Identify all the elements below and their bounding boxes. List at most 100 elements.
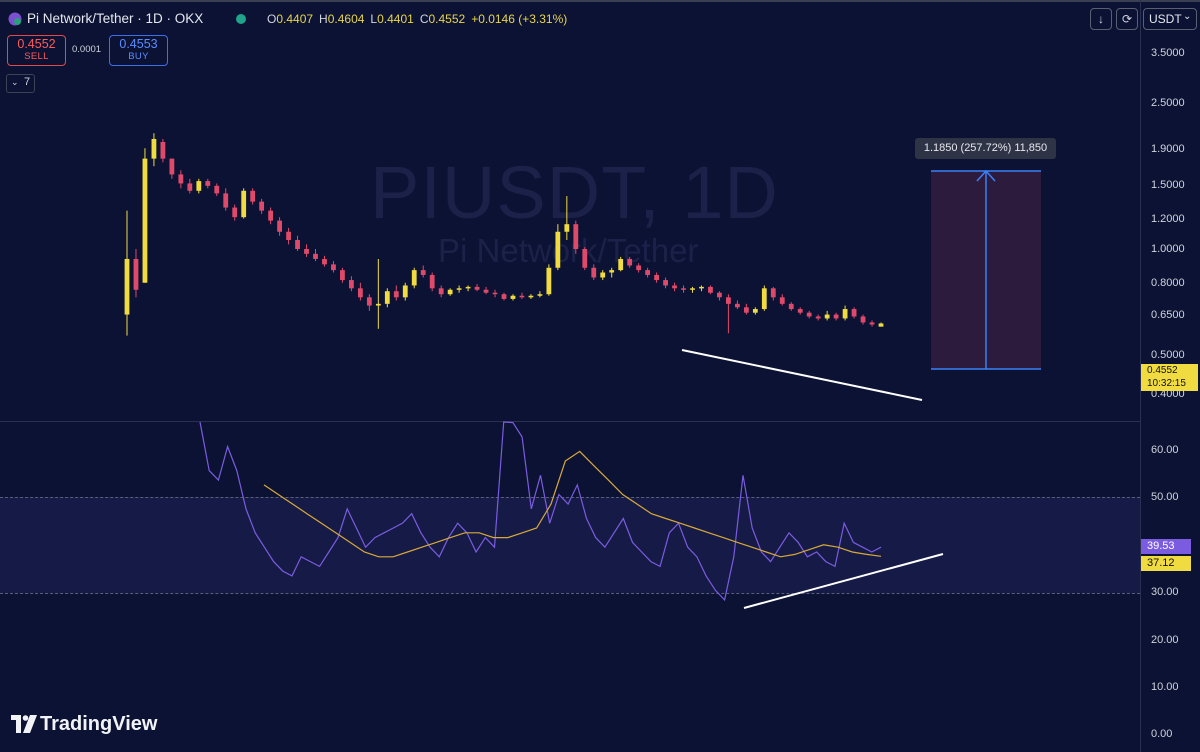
- candle: [564, 196, 570, 240]
- candle: [124, 210, 130, 336]
- candle-body: [214, 185, 220, 194]
- candle-body: [340, 270, 345, 281]
- candle-body: [259, 201, 265, 211]
- buy-button[interactable]: 0.4553 BUY: [109, 35, 168, 66]
- candle-body: [223, 193, 229, 208]
- low-label: L: [370, 12, 378, 26]
- candle-body: [277, 220, 282, 232]
- open-value: 0.4407: [276, 12, 314, 26]
- price-tick: 0.6500: [1151, 309, 1185, 321]
- close-value: 0.4552: [428, 12, 466, 26]
- candle-body: [573, 224, 579, 249]
- candle: [483, 286, 489, 295]
- candle-body: [582, 249, 588, 268]
- candle: [582, 247, 588, 271]
- candle: [699, 285, 704, 292]
- candle: [717, 291, 722, 301]
- candle-body: [779, 297, 785, 304]
- rsi-tick: 10.00: [1151, 681, 1179, 693]
- candle-body: [851, 309, 857, 317]
- candle-body: [313, 253, 318, 259]
- market-status-indicator[interactable]: [236, 14, 246, 24]
- chart-canvas[interactable]: [0, 0, 1140, 752]
- indicator-count: 7: [24, 76, 31, 88]
- sell-button[interactable]: 0.4552 SELL: [7, 35, 66, 66]
- candle: [465, 285, 471, 292]
- measure-tool[interactable]: [931, 169, 1041, 370]
- candle-body: [770, 288, 776, 298]
- candle-body: [492, 292, 498, 295]
- last-price-tag: 0.4552 10:32:15: [1141, 364, 1198, 391]
- rsi-tick: 60.00: [1151, 444, 1179, 456]
- rsi-trendline[interactable]: [743, 553, 944, 609]
- rsi-tick: 50.00: [1151, 491, 1179, 503]
- candle: [851, 307, 857, 319]
- candle: [160, 138, 166, 163]
- chart-header: Pi Network/Tether · 1D · OKX O0.4407 H0.4…: [0, 3, 1140, 33]
- candle: [734, 300, 740, 310]
- price-tick: 1.9000: [1151, 143, 1185, 155]
- candle: [322, 255, 327, 267]
- candle-body: [600, 272, 606, 278]
- candle: [501, 292, 507, 301]
- candle: [205, 178, 211, 189]
- pane-separator[interactable]: [0, 421, 1140, 422]
- indicators-toggle[interactable]: ⌄ 7: [6, 74, 35, 93]
- candle: [618, 256, 624, 272]
- candle: [636, 263, 642, 273]
- price-tick: 1.5000: [1151, 179, 1185, 191]
- candle: [187, 178, 193, 194]
- candle-body: [331, 264, 336, 271]
- candle-body: [833, 314, 839, 319]
- currency-selector[interactable]: USDT ⌄: [1143, 8, 1197, 30]
- chevron-down-icon: ⌄: [11, 77, 19, 87]
- candle-body: [295, 239, 300, 249]
- candle: [232, 204, 238, 221]
- candle: [349, 276, 354, 292]
- price-tick: 1.0000: [1151, 243, 1185, 255]
- candle: [447, 288, 453, 296]
- candle-body: [528, 295, 534, 298]
- candle: [492, 289, 498, 298]
- candle-body: [420, 270, 426, 275]
- candle-body: [842, 309, 848, 319]
- candle: [860, 314, 866, 325]
- candle: [214, 183, 220, 197]
- candle-body: [591, 267, 597, 278]
- candle: [340, 267, 345, 283]
- close-label: C: [419, 12, 429, 26]
- candle: [420, 265, 426, 278]
- candle: [402, 282, 408, 301]
- candle-body: [151, 138, 157, 159]
- download-button[interactable]: ↓: [1090, 8, 1112, 30]
- candle-body: [878, 323, 884, 327]
- candle: [169, 158, 175, 179]
- candle-body: [286, 231, 291, 240]
- candle: [645, 267, 651, 278]
- candle-body: [366, 297, 372, 306]
- candle: [510, 294, 516, 301]
- price-trendline[interactable]: [681, 349, 923, 401]
- candle: [178, 170, 184, 189]
- rsi-lower-level: [0, 593, 1140, 594]
- price-tick: 1.2000: [1151, 213, 1185, 225]
- sell-label: SELL: [24, 51, 49, 62]
- candle-body: [636, 265, 642, 271]
- candle: [797, 307, 803, 315]
- last-price: 0.4552: [1147, 365, 1178, 376]
- rsi-ma-value-tag: 37.12: [1141, 556, 1191, 571]
- watermark-name: Pi Network/Tether: [438, 232, 699, 269]
- candle: [456, 285, 462, 293]
- price-tick: 0.8000: [1151, 277, 1185, 289]
- candle-body: [627, 258, 633, 266]
- candle-body: [690, 288, 695, 290]
- open-label: O: [267, 12, 277, 26]
- candle-body: [555, 231, 561, 268]
- candle-body: [232, 207, 238, 218]
- candle-body: [618, 258, 624, 271]
- rsi-value-tag: 39.53: [1141, 539, 1191, 554]
- candle-body: [402, 285, 408, 298]
- candle: [277, 217, 282, 236]
- symbol-title[interactable]: Pi Network/Tether · 1D · OKX: [27, 11, 204, 26]
- fullscreen-button[interactable]: ⟳: [1116, 8, 1138, 30]
